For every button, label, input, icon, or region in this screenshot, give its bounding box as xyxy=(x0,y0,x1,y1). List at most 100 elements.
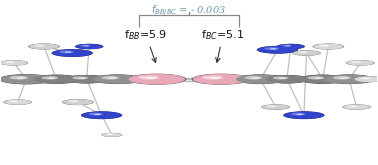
Ellipse shape xyxy=(62,99,94,105)
Ellipse shape xyxy=(211,77,220,79)
Ellipse shape xyxy=(342,104,371,110)
Ellipse shape xyxy=(313,44,344,49)
Ellipse shape xyxy=(12,101,17,102)
Text: f$_{BB}$=5.9: f$_{BB}$=5.9 xyxy=(124,28,167,62)
Ellipse shape xyxy=(348,105,358,107)
Ellipse shape xyxy=(4,99,31,105)
Ellipse shape xyxy=(346,60,375,66)
Ellipse shape xyxy=(355,76,378,82)
Ellipse shape xyxy=(265,75,308,83)
Ellipse shape xyxy=(72,76,88,79)
Ellipse shape xyxy=(236,75,285,84)
Ellipse shape xyxy=(279,78,286,79)
Ellipse shape xyxy=(63,99,93,105)
Ellipse shape xyxy=(360,77,371,79)
Ellipse shape xyxy=(323,45,328,46)
Ellipse shape xyxy=(293,50,320,56)
Ellipse shape xyxy=(284,111,324,119)
Ellipse shape xyxy=(0,74,52,84)
Ellipse shape xyxy=(51,49,93,57)
Ellipse shape xyxy=(235,74,286,84)
Ellipse shape xyxy=(9,76,28,80)
Ellipse shape xyxy=(192,74,250,85)
Ellipse shape xyxy=(53,49,92,57)
Ellipse shape xyxy=(270,48,277,50)
Ellipse shape xyxy=(88,113,103,115)
Ellipse shape xyxy=(245,76,262,80)
Ellipse shape xyxy=(102,133,122,137)
Ellipse shape xyxy=(257,46,298,54)
Ellipse shape xyxy=(101,76,119,80)
Ellipse shape xyxy=(352,106,356,107)
Ellipse shape xyxy=(5,61,15,63)
Ellipse shape xyxy=(261,104,290,110)
Ellipse shape xyxy=(296,114,303,115)
Ellipse shape xyxy=(282,45,292,47)
Ellipse shape xyxy=(82,111,121,119)
Ellipse shape xyxy=(17,77,25,79)
Ellipse shape xyxy=(277,44,304,49)
Ellipse shape xyxy=(93,75,142,84)
Ellipse shape xyxy=(292,50,321,56)
Ellipse shape xyxy=(283,111,325,119)
Ellipse shape xyxy=(94,114,101,115)
Ellipse shape xyxy=(271,106,275,107)
Ellipse shape xyxy=(340,77,348,79)
Ellipse shape xyxy=(351,61,361,63)
Ellipse shape xyxy=(355,62,360,63)
Ellipse shape xyxy=(258,46,297,54)
Ellipse shape xyxy=(298,75,347,84)
Ellipse shape xyxy=(324,74,375,84)
Ellipse shape xyxy=(64,75,109,83)
Ellipse shape xyxy=(65,51,71,53)
Text: $f_{BB/BC}$ = - 0.003: $f_{BB/BC}$ = - 0.003 xyxy=(152,4,226,19)
Ellipse shape xyxy=(0,60,28,66)
Ellipse shape xyxy=(264,75,310,83)
Ellipse shape xyxy=(3,99,32,105)
Ellipse shape xyxy=(301,52,306,53)
Ellipse shape xyxy=(266,105,277,107)
Ellipse shape xyxy=(59,50,74,53)
Ellipse shape xyxy=(38,45,43,46)
Ellipse shape xyxy=(0,74,53,84)
Ellipse shape xyxy=(146,77,156,79)
Ellipse shape xyxy=(314,77,322,79)
Ellipse shape xyxy=(41,76,58,80)
Ellipse shape xyxy=(0,60,28,66)
Ellipse shape xyxy=(203,76,223,80)
Ellipse shape xyxy=(129,74,185,85)
Ellipse shape xyxy=(251,77,260,79)
Ellipse shape xyxy=(48,77,56,79)
Ellipse shape xyxy=(65,75,108,83)
Ellipse shape xyxy=(364,78,369,79)
Ellipse shape xyxy=(299,75,346,84)
Ellipse shape xyxy=(32,75,81,84)
Text: f$_{BC}$=5.1: f$_{BC}$=5.1 xyxy=(201,28,245,62)
Ellipse shape xyxy=(34,45,45,47)
Ellipse shape xyxy=(75,44,104,49)
Ellipse shape xyxy=(92,74,143,84)
Ellipse shape xyxy=(265,47,279,50)
Ellipse shape xyxy=(101,133,122,137)
Ellipse shape xyxy=(9,62,13,63)
Ellipse shape xyxy=(105,133,113,135)
Ellipse shape xyxy=(80,45,90,47)
Ellipse shape xyxy=(28,44,60,50)
Ellipse shape xyxy=(297,51,308,53)
Ellipse shape xyxy=(262,104,290,110)
Ellipse shape xyxy=(76,44,103,49)
Ellipse shape xyxy=(29,44,59,49)
Ellipse shape xyxy=(318,45,330,47)
Ellipse shape xyxy=(9,100,19,102)
Ellipse shape xyxy=(193,74,249,85)
Ellipse shape xyxy=(347,60,374,66)
Ellipse shape xyxy=(138,76,159,80)
Ellipse shape xyxy=(273,76,288,79)
Ellipse shape xyxy=(33,75,80,84)
Ellipse shape xyxy=(307,76,324,80)
Ellipse shape xyxy=(128,74,186,85)
Ellipse shape xyxy=(108,134,112,135)
Ellipse shape xyxy=(343,104,370,110)
Ellipse shape xyxy=(68,100,79,102)
Ellipse shape xyxy=(324,75,373,84)
